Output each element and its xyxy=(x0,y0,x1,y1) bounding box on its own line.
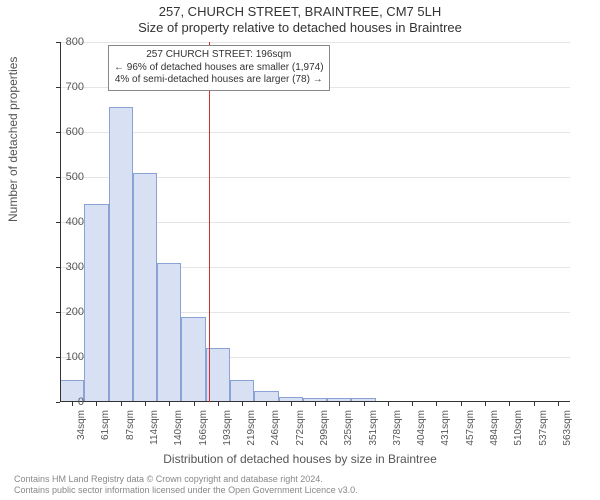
x-tick-label: 351sqm xyxy=(368,410,379,454)
x-tick-label: 404sqm xyxy=(416,410,427,454)
x-tick-label: 219sqm xyxy=(246,410,257,454)
x-tick-mark xyxy=(169,402,170,406)
x-tick-label: 140sqm xyxy=(173,410,184,454)
x-tick-mark xyxy=(509,402,510,406)
x-tick-label: 431sqm xyxy=(440,410,451,454)
x-tick-mark xyxy=(96,402,97,406)
x-tick-mark xyxy=(242,402,243,406)
y-tick-label: 700 xyxy=(44,81,84,93)
annotation-line-2: ← 96% of detached houses are smaller (1,… xyxy=(114,62,324,75)
x-tick-label: 114sqm xyxy=(149,410,160,454)
plot-area: 34sqm61sqm87sqm114sqm140sqm166sqm193sqm2… xyxy=(60,42,570,402)
x-tick-mark xyxy=(121,402,122,406)
y-tick-label: 800 xyxy=(44,36,84,48)
x-tick-mark xyxy=(194,402,195,406)
x-tick-label: 246sqm xyxy=(270,410,281,454)
chart-title-subtitle: Size of property relative to detached ho… xyxy=(0,20,600,35)
footer-line-2: Contains public sector information licen… xyxy=(14,485,358,496)
x-tick-label: 484sqm xyxy=(489,410,500,454)
x-tick-label: 563sqm xyxy=(562,410,573,454)
x-tick-mark xyxy=(558,402,559,406)
x-tick-mark xyxy=(339,402,340,406)
x-tick-label: 378sqm xyxy=(392,410,403,454)
chart-container: 257, CHURCH STREET, BRAINTREE, CM7 5LH S… xyxy=(0,0,600,500)
plot-border xyxy=(60,42,570,402)
y-tick-label: 0 xyxy=(44,396,84,408)
x-tick-label: 510sqm xyxy=(513,410,524,454)
x-tick-mark xyxy=(436,402,437,406)
y-tick-label: 400 xyxy=(44,216,84,228)
x-tick-label: 166sqm xyxy=(198,410,209,454)
footer-line-1: Contains HM Land Registry data © Crown c… xyxy=(14,474,358,485)
x-tick-label: 537sqm xyxy=(538,410,549,454)
x-tick-mark xyxy=(461,402,462,406)
x-tick-mark xyxy=(266,402,267,406)
x-tick-mark xyxy=(218,402,219,406)
x-tick-mark xyxy=(534,402,535,406)
x-tick-label: 272sqm xyxy=(295,410,306,454)
y-tick-label: 300 xyxy=(44,261,84,273)
annotation-box: 257 CHURCH STREET: 196sqm ← 96% of detac… xyxy=(108,45,330,91)
chart-title-address: 257, CHURCH STREET, BRAINTREE, CM7 5LH xyxy=(0,4,600,19)
footer: Contains HM Land Registry data © Crown c… xyxy=(14,474,358,496)
x-tick-label: 34sqm xyxy=(76,410,87,454)
x-tick-mark xyxy=(315,402,316,406)
x-tick-label: 61sqm xyxy=(100,410,111,454)
y-axis-label: Number of detached properties xyxy=(6,57,20,222)
y-tick-label: 100 xyxy=(44,351,84,363)
x-tick-mark xyxy=(145,402,146,406)
y-tick-label: 600 xyxy=(44,126,84,138)
x-tick-mark xyxy=(388,402,389,406)
annotation-line-1: 257 CHURCH STREET: 196sqm xyxy=(114,49,324,62)
x-tick-label: 325sqm xyxy=(343,410,354,454)
x-tick-mark xyxy=(485,402,486,406)
x-tick-mark xyxy=(364,402,365,406)
x-tick-mark xyxy=(291,402,292,406)
x-tick-label: 193sqm xyxy=(222,410,233,454)
x-tick-mark xyxy=(412,402,413,406)
x-tick-label: 299sqm xyxy=(319,410,330,454)
y-tick-label: 200 xyxy=(44,306,84,318)
y-tick-label: 500 xyxy=(44,171,84,183)
x-axis-label: Distribution of detached houses by size … xyxy=(0,452,600,466)
reference-line xyxy=(209,42,210,402)
x-tick-label: 457sqm xyxy=(465,410,476,454)
annotation-line-3: 4% of semi-detached houses are larger (7… xyxy=(114,74,324,87)
x-tick-label: 87sqm xyxy=(125,410,136,454)
